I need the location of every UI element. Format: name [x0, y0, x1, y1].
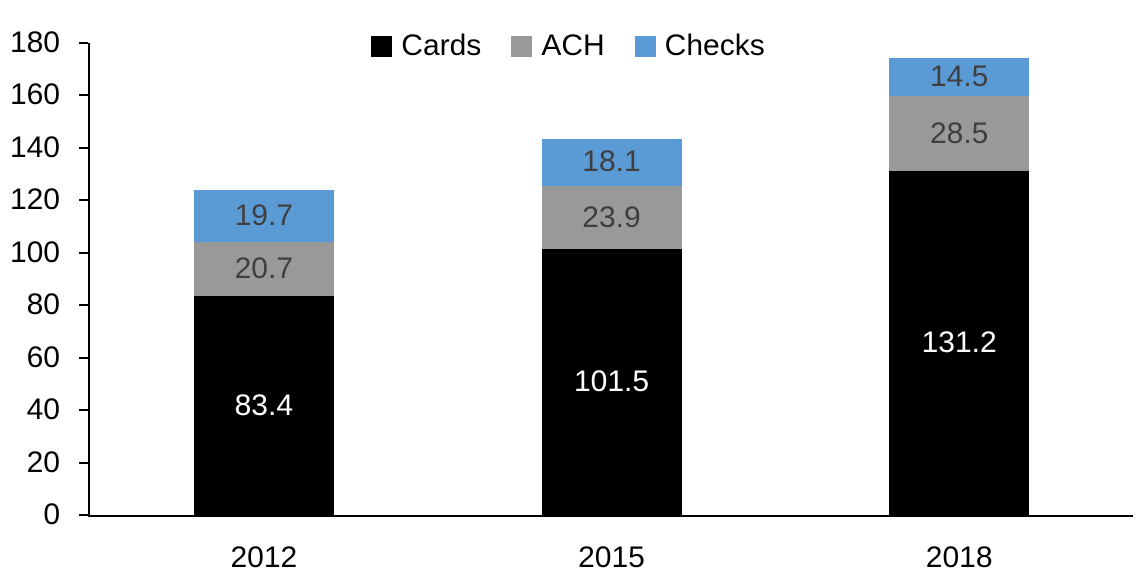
x-tick-label-2018: 2018	[925, 541, 993, 574]
y-tick-label-20: 20	[26, 445, 60, 479]
x-tick-label-2012: 2012	[230, 541, 298, 574]
legend-label-cards: Cards	[401, 29, 482, 62]
data-label-2015-checks: 18.1	[582, 145, 641, 179]
bar-slot-2018: 131.2 28.5 14.5	[785, 43, 1133, 515]
y-tick-label-120: 120	[9, 183, 60, 217]
legend-swatch-ach-icon	[511, 35, 533, 57]
bar-slot-2012: 83.4 20.7 19.7	[90, 43, 438, 515]
legend-label-checks: Checks	[664, 29, 765, 62]
bar-segment-2012-ach: 20.7	[193, 242, 334, 297]
y-tick-label-0: 0	[43, 498, 60, 531]
legend-swatch-cards-icon	[371, 35, 393, 57]
data-label-2012-checks: 19.7	[234, 199, 294, 233]
y-tick-mark	[79, 461, 88, 464]
x-tick-label-2015: 2015	[578, 541, 645, 574]
bar-segment-2018-checks: 14.5	[889, 58, 1030, 97]
y-tick-mark	[79, 356, 88, 359]
bar-2015: 101.5 23.9 18.1	[541, 138, 682, 515]
y-tick-label-180: 180	[9, 26, 60, 59]
y-tick-label-60: 60	[26, 340, 60, 374]
legend-swatch-checks-icon	[634, 35, 656, 57]
data-label-2015-ach: 23.9	[582, 200, 641, 234]
x-axis-labels: 2012 2015 2018	[90, 543, 1133, 573]
data-label-2012-ach: 20.7	[234, 252, 294, 286]
data-label-2018-cards: 131.2	[921, 325, 997, 359]
legend-label-ach: ACH	[541, 29, 605, 62]
bars-container: 83.4 20.7 19.7 101.5 23.9 18.1 131.2 28.5 14.5	[90, 43, 1133, 515]
bar-segment-2015-cards: 101.5	[541, 248, 682, 515]
legend-item-ach: ACH	[511, 29, 605, 62]
data-label-2015-cards: 101.5	[573, 364, 650, 398]
bar-segment-2012-cards: 83.4	[193, 296, 334, 515]
data-label-2012-cards: 83.4	[234, 388, 294, 422]
bar-segment-2015-checks: 18.1	[541, 138, 682, 187]
bar-slot-2015: 101.5 23.9 18.1	[438, 43, 786, 515]
bar-segment-2015-ach: 23.9	[541, 186, 682, 249]
y-tick-mark	[79, 94, 88, 97]
y-tick-mark	[79, 199, 88, 202]
legend-item-checks: Checks	[634, 29, 765, 62]
y-tick-label-160: 160	[9, 78, 60, 112]
y-tick-label-140: 140	[9, 130, 60, 164]
data-label-2018-ach: 28.5	[929, 116, 989, 150]
y-tick-mark	[79, 146, 88, 149]
y-tick-label-80: 80	[26, 288, 60, 322]
legend-item-cards: Cards	[371, 31, 481, 61]
bar-2018: 131.2 28.5 14.5	[889, 58, 1030, 515]
y-tick-label-100: 100	[9, 235, 60, 269]
y-tick-mark	[79, 304, 88, 307]
chart-legend: Cards ACH Checks	[0, 31, 1136, 61]
plot-area: 83.4 20.7 19.7 101.5 23.9 18.1 131.2 28.5 14.5	[88, 43, 1133, 517]
bar-2012: 83.4 20.7 19.7	[193, 190, 334, 515]
y-tick-label-40: 40	[26, 393, 60, 427]
y-tick-mark	[79, 409, 88, 412]
data-label-2018-checks: 14.5	[929, 60, 989, 94]
bar-segment-2012-checks: 19.7	[193, 190, 334, 243]
y-axis-tick-labels: 0 20 40 60 80 100 120 140 160 180	[0, 0, 60, 588]
y-tick-mark	[79, 514, 88, 516]
y-tick-mark	[79, 251, 88, 254]
bar-segment-2018-ach: 28.5	[889, 96, 1030, 171]
bar-segment-2018-cards: 131.2	[889, 170, 1030, 515]
